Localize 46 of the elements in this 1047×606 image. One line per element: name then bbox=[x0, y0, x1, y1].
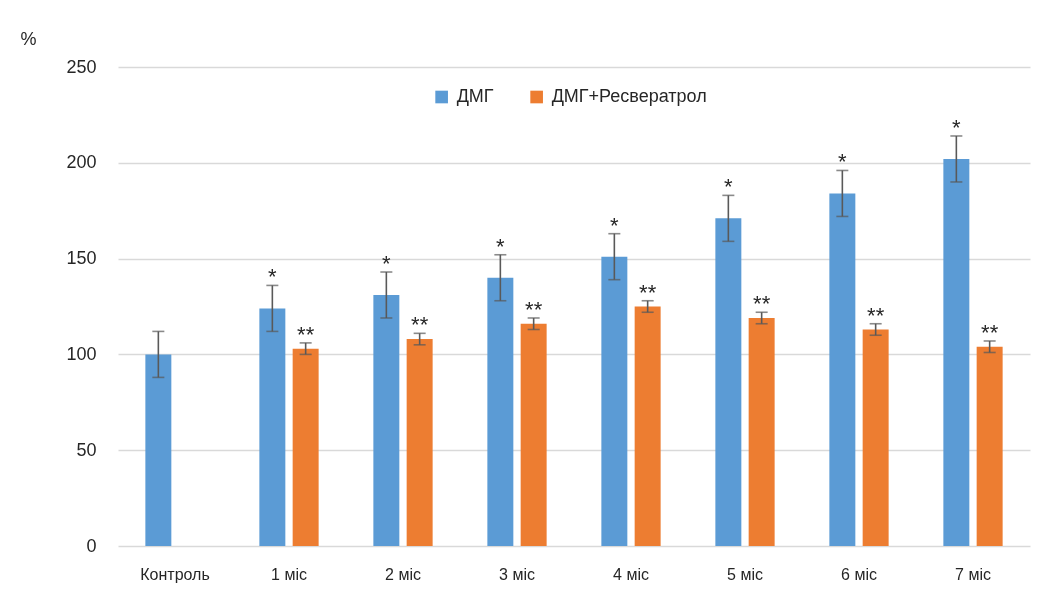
annotation: * bbox=[952, 114, 962, 140]
bar bbox=[520, 323, 547, 546]
bar bbox=[976, 346, 1003, 546]
annotation: ** bbox=[525, 297, 543, 322]
bar bbox=[292, 348, 319, 546]
annotation: ** bbox=[867, 302, 885, 328]
bar bbox=[634, 306, 661, 546]
x-tick-label: Контроль bbox=[140, 565, 210, 583]
annotation: * bbox=[838, 149, 848, 175]
annotation: ** bbox=[981, 319, 999, 345]
x-tick-label: 6 міс bbox=[841, 565, 877, 583]
annotation: ** bbox=[411, 312, 429, 338]
x-tick-label: 7 міс bbox=[955, 565, 991, 583]
y-axis-title: % bbox=[20, 28, 37, 49]
bar bbox=[748, 318, 775, 546]
annotation: ** bbox=[297, 321, 315, 347]
bar bbox=[715, 218, 742, 546]
bar bbox=[373, 295, 400, 546]
legend-label: ДМГ+Ресвератрол bbox=[551, 86, 707, 106]
bar bbox=[145, 354, 172, 546]
bar bbox=[259, 308, 286, 546]
legend-label: ДМГ bbox=[456, 86, 494, 106]
y-tick-label: 50 bbox=[76, 439, 97, 460]
annotation: ** bbox=[753, 291, 771, 317]
annotation: ** bbox=[639, 279, 657, 305]
bar bbox=[406, 339, 433, 546]
annotation: * bbox=[268, 264, 278, 290]
bar bbox=[601, 256, 628, 546]
x-tick-label: 5 міс bbox=[727, 565, 763, 583]
x-tick-label: 3 міс bbox=[499, 565, 535, 583]
y-tick-label: 0 bbox=[86, 535, 97, 556]
bar bbox=[829, 193, 856, 546]
annotation: * bbox=[496, 233, 506, 259]
annotation: * bbox=[724, 174, 734, 200]
annotation: * bbox=[610, 212, 620, 238]
y-tick-label: 150 bbox=[66, 248, 97, 269]
x-tick-label: 4 міс bbox=[613, 565, 649, 583]
x-tick-label: 2 міс bbox=[385, 565, 421, 583]
bar bbox=[487, 277, 514, 546]
y-tick-label: 200 bbox=[66, 152, 97, 173]
bar bbox=[862, 329, 889, 546]
bar bbox=[943, 158, 970, 546]
y-tick-label: 250 bbox=[66, 56, 97, 77]
x-tick-label: 1 міс bbox=[271, 565, 307, 583]
annotation: * bbox=[382, 251, 392, 277]
y-tick-label: 100 bbox=[66, 343, 97, 364]
